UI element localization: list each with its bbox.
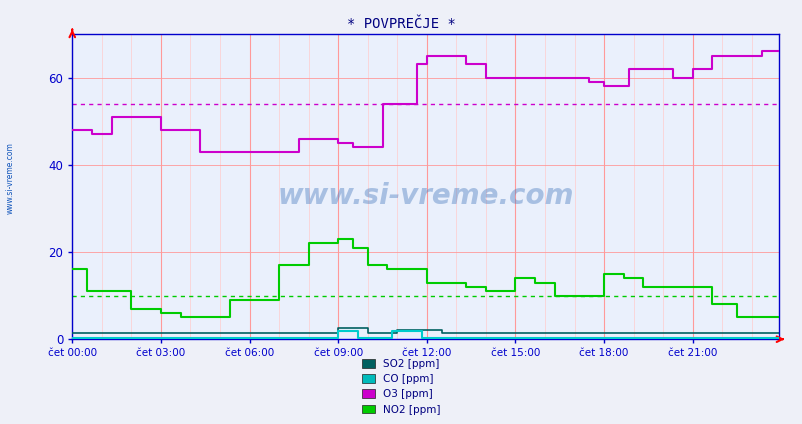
Text: * POVPREČJE *: * POVPREČJE * bbox=[346, 17, 456, 31]
Text: www.si-vreme.com: www.si-vreme.com bbox=[277, 182, 573, 210]
Legend: SO2 [ppm], CO [ppm], O3 [ppm], NO2 [ppm]: SO2 [ppm], CO [ppm], O3 [ppm], NO2 [ppm] bbox=[362, 359, 440, 415]
Text: www.si-vreme.com: www.si-vreme.com bbox=[6, 142, 15, 214]
